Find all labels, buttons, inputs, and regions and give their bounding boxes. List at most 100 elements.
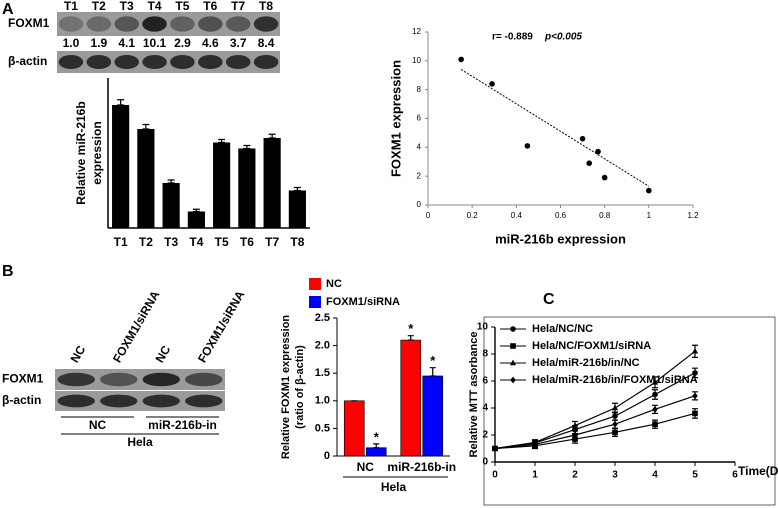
series-line bbox=[494, 412, 696, 450]
marker bbox=[572, 431, 578, 439]
point bbox=[595, 148, 601, 155]
panel-letter: A bbox=[2, 1, 14, 18]
significance: * bbox=[374, 429, 380, 444]
group-label: NC bbox=[89, 418, 107, 432]
series-line bbox=[494, 350, 696, 450]
error-bar bbox=[117, 99, 125, 106]
bar bbox=[213, 142, 231, 228]
error-bar bbox=[268, 133, 276, 139]
frame bbox=[483, 316, 776, 506]
x-tick-label: T2 bbox=[139, 235, 153, 249]
x-tick-label: 1 bbox=[532, 470, 538, 481]
blot-band bbox=[100, 372, 138, 387]
x-tick-label: T8 bbox=[290, 235, 304, 249]
legend-label: Hela/NC/NC bbox=[532, 323, 593, 335]
significance: * bbox=[430, 353, 436, 368]
marker bbox=[612, 413, 618, 419]
marker bbox=[510, 343, 516, 349]
lane-label: FOXM1/siRNA bbox=[195, 288, 248, 365]
point bbox=[601, 174, 608, 181]
annotation: r= -0.889 bbox=[492, 32, 533, 43]
marker bbox=[492, 445, 498, 452]
x-tick-label: T7 bbox=[265, 235, 279, 249]
cell-line-label: Hela bbox=[127, 435, 153, 449]
x-tick-label: T3 bbox=[164, 235, 178, 249]
lane-label: T6 bbox=[203, 0, 217, 13]
lane-label: T7 bbox=[231, 0, 245, 13]
bar bbox=[400, 339, 422, 457]
blot-band bbox=[58, 54, 84, 70]
point bbox=[586, 160, 593, 166]
blot-band bbox=[86, 54, 112, 70]
error-bar bbox=[293, 186, 301, 192]
marker bbox=[532, 441, 538, 448]
marker bbox=[652, 405, 658, 413]
legend-label: FOXM1/siRNA bbox=[326, 296, 400, 308]
blot-band bbox=[142, 54, 167, 70]
x-tick-label: 0 bbox=[492, 470, 498, 481]
x-tick-label: 0.2 bbox=[467, 211, 479, 220]
y-tick-label: 10 bbox=[412, 56, 421, 65]
bar bbox=[162, 183, 180, 228]
x-tick-label: T6 bbox=[240, 235, 254, 249]
y-tick-label: 2.0 bbox=[315, 340, 330, 352]
legend-label: Hela/miR-216b/in/NC bbox=[532, 357, 640, 369]
x-tick-label: 0 bbox=[426, 211, 431, 220]
marker bbox=[510, 376, 516, 384]
bar bbox=[137, 129, 155, 228]
point bbox=[489, 81, 495, 87]
point bbox=[524, 143, 531, 149]
y-tick-label: 8 bbox=[482, 349, 488, 360]
blot-row-label: FOXM1 bbox=[2, 372, 44, 386]
y-tick-label: 1.0 bbox=[315, 395, 330, 407]
blot-band bbox=[142, 394, 180, 408]
x-tick-label: 1 bbox=[647, 211, 652, 220]
error-bar bbox=[407, 335, 414, 341]
y-tick-label: 2 bbox=[482, 430, 488, 441]
bar bbox=[422, 375, 444, 457]
marker bbox=[652, 421, 658, 427]
y-tick-label: 10 bbox=[477, 322, 489, 333]
x-tick-label: 1.2 bbox=[687, 211, 699, 220]
y-tick-label: 2.5 bbox=[315, 312, 330, 324]
lane-label: T5 bbox=[175, 0, 189, 13]
x-axis-label: miR-216b expression bbox=[495, 231, 626, 246]
legend-label: Hela/miR-216b/in/FOXM1/siRNA bbox=[532, 374, 698, 386]
y-axis-label: FOXM1 expression bbox=[388, 60, 403, 177]
error-bar bbox=[243, 144, 251, 150]
marker bbox=[571, 422, 579, 428]
group-label: Hela bbox=[381, 480, 407, 494]
blot-band bbox=[225, 54, 251, 70]
y-axis-label: Relative FOXM1 expression bbox=[280, 315, 292, 460]
point bbox=[579, 135, 586, 142]
y-tick-label: 2 bbox=[417, 171, 422, 180]
bar bbox=[288, 190, 306, 228]
marker bbox=[510, 326, 516, 332]
error-bar bbox=[192, 208, 200, 213]
bar bbox=[238, 148, 256, 228]
legend-swatch bbox=[309, 278, 321, 290]
lane-label: NC bbox=[67, 343, 88, 365]
x-tick-label: 0.8 bbox=[599, 211, 611, 220]
x-tick-label: miR-216b-in bbox=[387, 460, 456, 474]
lane-label: T3 bbox=[120, 0, 134, 13]
band-value: 3.7 bbox=[230, 36, 247, 50]
error-bar bbox=[373, 443, 380, 449]
y-tick-label: 12 bbox=[412, 27, 421, 36]
error-bar bbox=[167, 179, 175, 184]
legend-label: Hela/NC/FOXM1/siRNA bbox=[532, 340, 651, 352]
x-tick-label: 6 bbox=[732, 470, 738, 481]
x-tick-label: T1 bbox=[114, 235, 128, 249]
error-bar bbox=[142, 123, 150, 130]
marker bbox=[651, 378, 659, 385]
x-tick-label: T4 bbox=[189, 235, 203, 249]
blot-band bbox=[198, 16, 223, 32]
bar bbox=[187, 211, 205, 228]
blot-band bbox=[58, 16, 84, 32]
blot-band bbox=[142, 372, 180, 387]
y-axis-label: (ratio of β-actin) bbox=[294, 345, 306, 429]
band-value: 8.4 bbox=[258, 36, 275, 50]
blot-band bbox=[253, 16, 279, 32]
bar bbox=[343, 400, 365, 457]
